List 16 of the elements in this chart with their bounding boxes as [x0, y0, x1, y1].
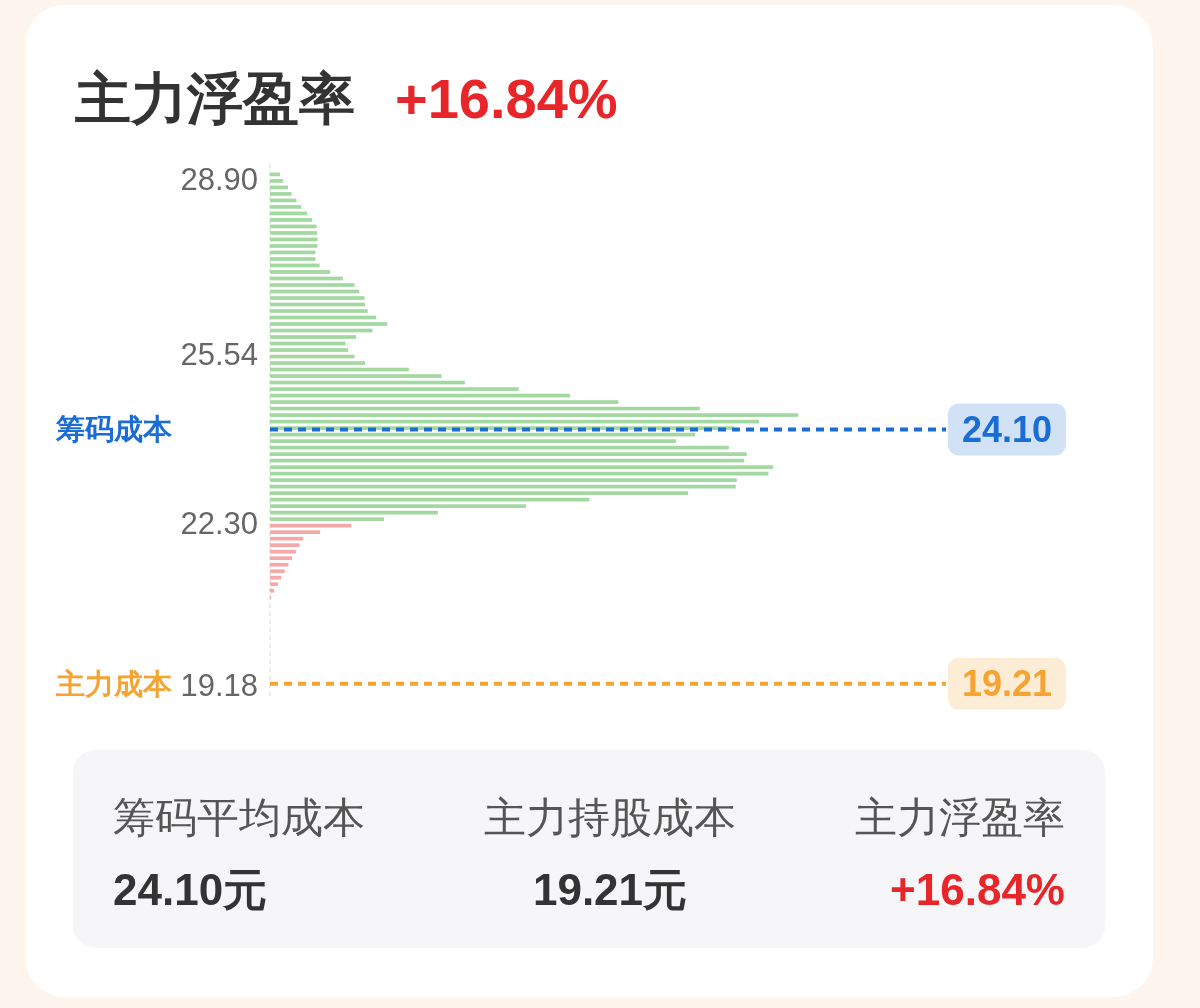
card-label: 筹码平均成本 [113, 794, 365, 841]
title: 主力浮盈率 [75, 67, 355, 130]
tick-label: 28.90 [180, 162, 258, 198]
subtitle: +16.84% [395, 67, 618, 130]
card-value: 24.10元 [113, 865, 268, 914]
card-value: +16.84% [890, 865, 1065, 914]
card-value: 19.21元 [532, 865, 688, 914]
ref-label: 筹码成本 [56, 413, 172, 446]
ref-label: 主力成本 [56, 667, 172, 700]
card-label: 主力持股成本 [484, 794, 736, 841]
tick-label: 19.18 [180, 667, 258, 703]
card-label: 主力浮盈率 [855, 794, 1065, 841]
ref-value: 19.21 [961, 663, 1053, 705]
tick-label: 25.54 [180, 336, 258, 372]
ref-value: 24.10 [961, 408, 1053, 450]
tick-label: 22.30 [180, 505, 258, 541]
